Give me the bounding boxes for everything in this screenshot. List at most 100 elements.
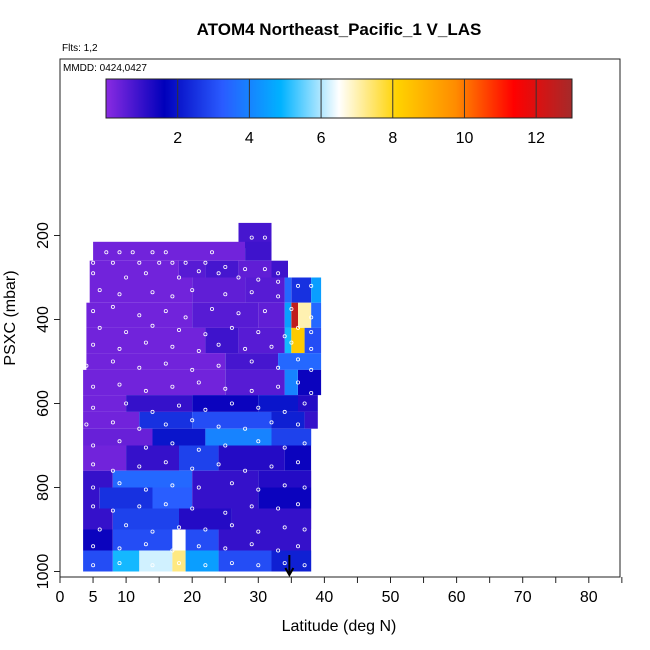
- sample-point: [137, 313, 142, 318]
- heatmap-cell-10-2: [205, 428, 272, 446]
- heatmap-cell-13-1: [99, 487, 153, 509]
- heatmap-cell-1-1: [245, 241, 272, 261]
- sample-point: [124, 275, 129, 280]
- sample-point: [249, 235, 254, 240]
- sample-point: [117, 346, 122, 351]
- sample-point: [203, 527, 208, 532]
- sample-point: [216, 342, 221, 347]
- sample-point: [84, 363, 89, 368]
- heatmap-cell-13-0: [83, 487, 100, 509]
- heatmap-cell-13-3: [192, 487, 259, 509]
- x-tick-label: 60: [448, 589, 466, 606]
- heatmap-cell-3-1: [192, 277, 246, 303]
- sample-point: [91, 271, 96, 276]
- sample-point: [223, 292, 228, 297]
- sample-point: [137, 426, 142, 431]
- sample-point: [183, 315, 188, 320]
- sample-point: [256, 405, 261, 410]
- heatmap-cell-8-4: [298, 395, 318, 412]
- sample-point: [190, 506, 195, 511]
- sample-point: [282, 409, 287, 414]
- heatmap-cell-16-4: [185, 550, 219, 572]
- y-tick-label: 400: [35, 306, 52, 333]
- sample-point: [84, 422, 89, 427]
- sample-point: [163, 309, 168, 314]
- y-tick-label: 200: [35, 222, 52, 249]
- heatmap-cell-3-3: [284, 277, 292, 303]
- sample-point: [163, 502, 168, 507]
- sample-point: [276, 279, 281, 284]
- sample-point: [295, 357, 300, 362]
- x-tick-label: 0: [56, 589, 65, 606]
- heatmap-cell-2-1: [179, 260, 206, 278]
- heatmap-cell-14-0: [83, 508, 113, 530]
- y-tick-label: 1000: [35, 554, 52, 590]
- sample-point: [91, 563, 96, 568]
- heatmap-cell-8-3: [258, 395, 298, 412]
- heatmap-cell-5-1: [205, 327, 239, 354]
- sample-point: [302, 401, 307, 406]
- heatmap-cell-9-0: [83, 411, 140, 429]
- x-tick-label: 20: [183, 589, 201, 606]
- sample-point: [302, 485, 307, 490]
- heatmap-cell-11-1: [126, 445, 179, 471]
- heatmap-cell-5-2: [238, 327, 285, 354]
- sample-point: [223, 546, 228, 551]
- sample-point: [256, 439, 261, 444]
- colorbar-tick-label: 4: [245, 130, 254, 147]
- sample-point: [91, 342, 96, 347]
- sample-point: [150, 250, 155, 255]
- y-axis-label: PSXC (mbar): [2, 270, 19, 365]
- heatmap-cell-15-0: [83, 529, 113, 551]
- heatmap-cell-6-2: [278, 353, 322, 370]
- x-tick-label: 10: [117, 589, 135, 606]
- sample-point: [91, 443, 96, 448]
- sample-point: [190, 288, 195, 293]
- heatmap-cell-3-2: [245, 277, 285, 303]
- flights-label: Flts: 1,2: [62, 43, 98, 54]
- heatmap-cell-4-4: [291, 302, 298, 328]
- sample-point: [91, 462, 96, 467]
- sample-point: [190, 466, 195, 471]
- sample-point: [143, 388, 148, 393]
- sample-point: [110, 260, 115, 265]
- sample-point: [249, 359, 254, 364]
- sample-point: [302, 563, 307, 568]
- sample-point: [117, 561, 122, 566]
- sample-point: [216, 462, 221, 467]
- sample-point: [249, 542, 254, 547]
- heatmap-cell-8-0: [83, 395, 127, 412]
- sample-point: [163, 361, 168, 366]
- sample-point: [117, 382, 122, 387]
- sample-point: [150, 529, 155, 534]
- sample-point: [170, 441, 175, 446]
- x-tick-label: 80: [580, 589, 598, 606]
- sample-point: [276, 294, 281, 299]
- heatmap-cell-11-4: [284, 445, 312, 471]
- sample-point: [124, 523, 129, 528]
- sample-point: [236, 275, 241, 280]
- sample-point: [269, 464, 274, 469]
- sample-point: [91, 544, 96, 549]
- sample-point: [229, 481, 234, 486]
- heatmap-cell-9-2: [192, 411, 272, 429]
- heatmap-cell-10-3: [271, 428, 312, 446]
- sample-point: [143, 271, 148, 276]
- sample-point: [203, 407, 208, 412]
- sample-point: [91, 384, 96, 389]
- sample-point: [137, 464, 142, 469]
- heatmap-cell-5-0: [86, 327, 206, 354]
- heatmap-cell-4-3: [284, 302, 292, 328]
- heatmap-cell-2-0: [89, 260, 179, 278]
- sample-point: [262, 267, 267, 272]
- sample-point: [117, 250, 122, 255]
- x-tick-label: 40: [316, 589, 334, 606]
- sample-point: [295, 502, 300, 507]
- heatmap-cell-12-2: [192, 470, 259, 488]
- sample-point: [229, 523, 234, 528]
- sample-point: [229, 401, 234, 406]
- sample-point: [249, 388, 254, 393]
- sample-point: [223, 510, 228, 515]
- sample-point: [117, 292, 122, 297]
- sample-point: [97, 288, 102, 293]
